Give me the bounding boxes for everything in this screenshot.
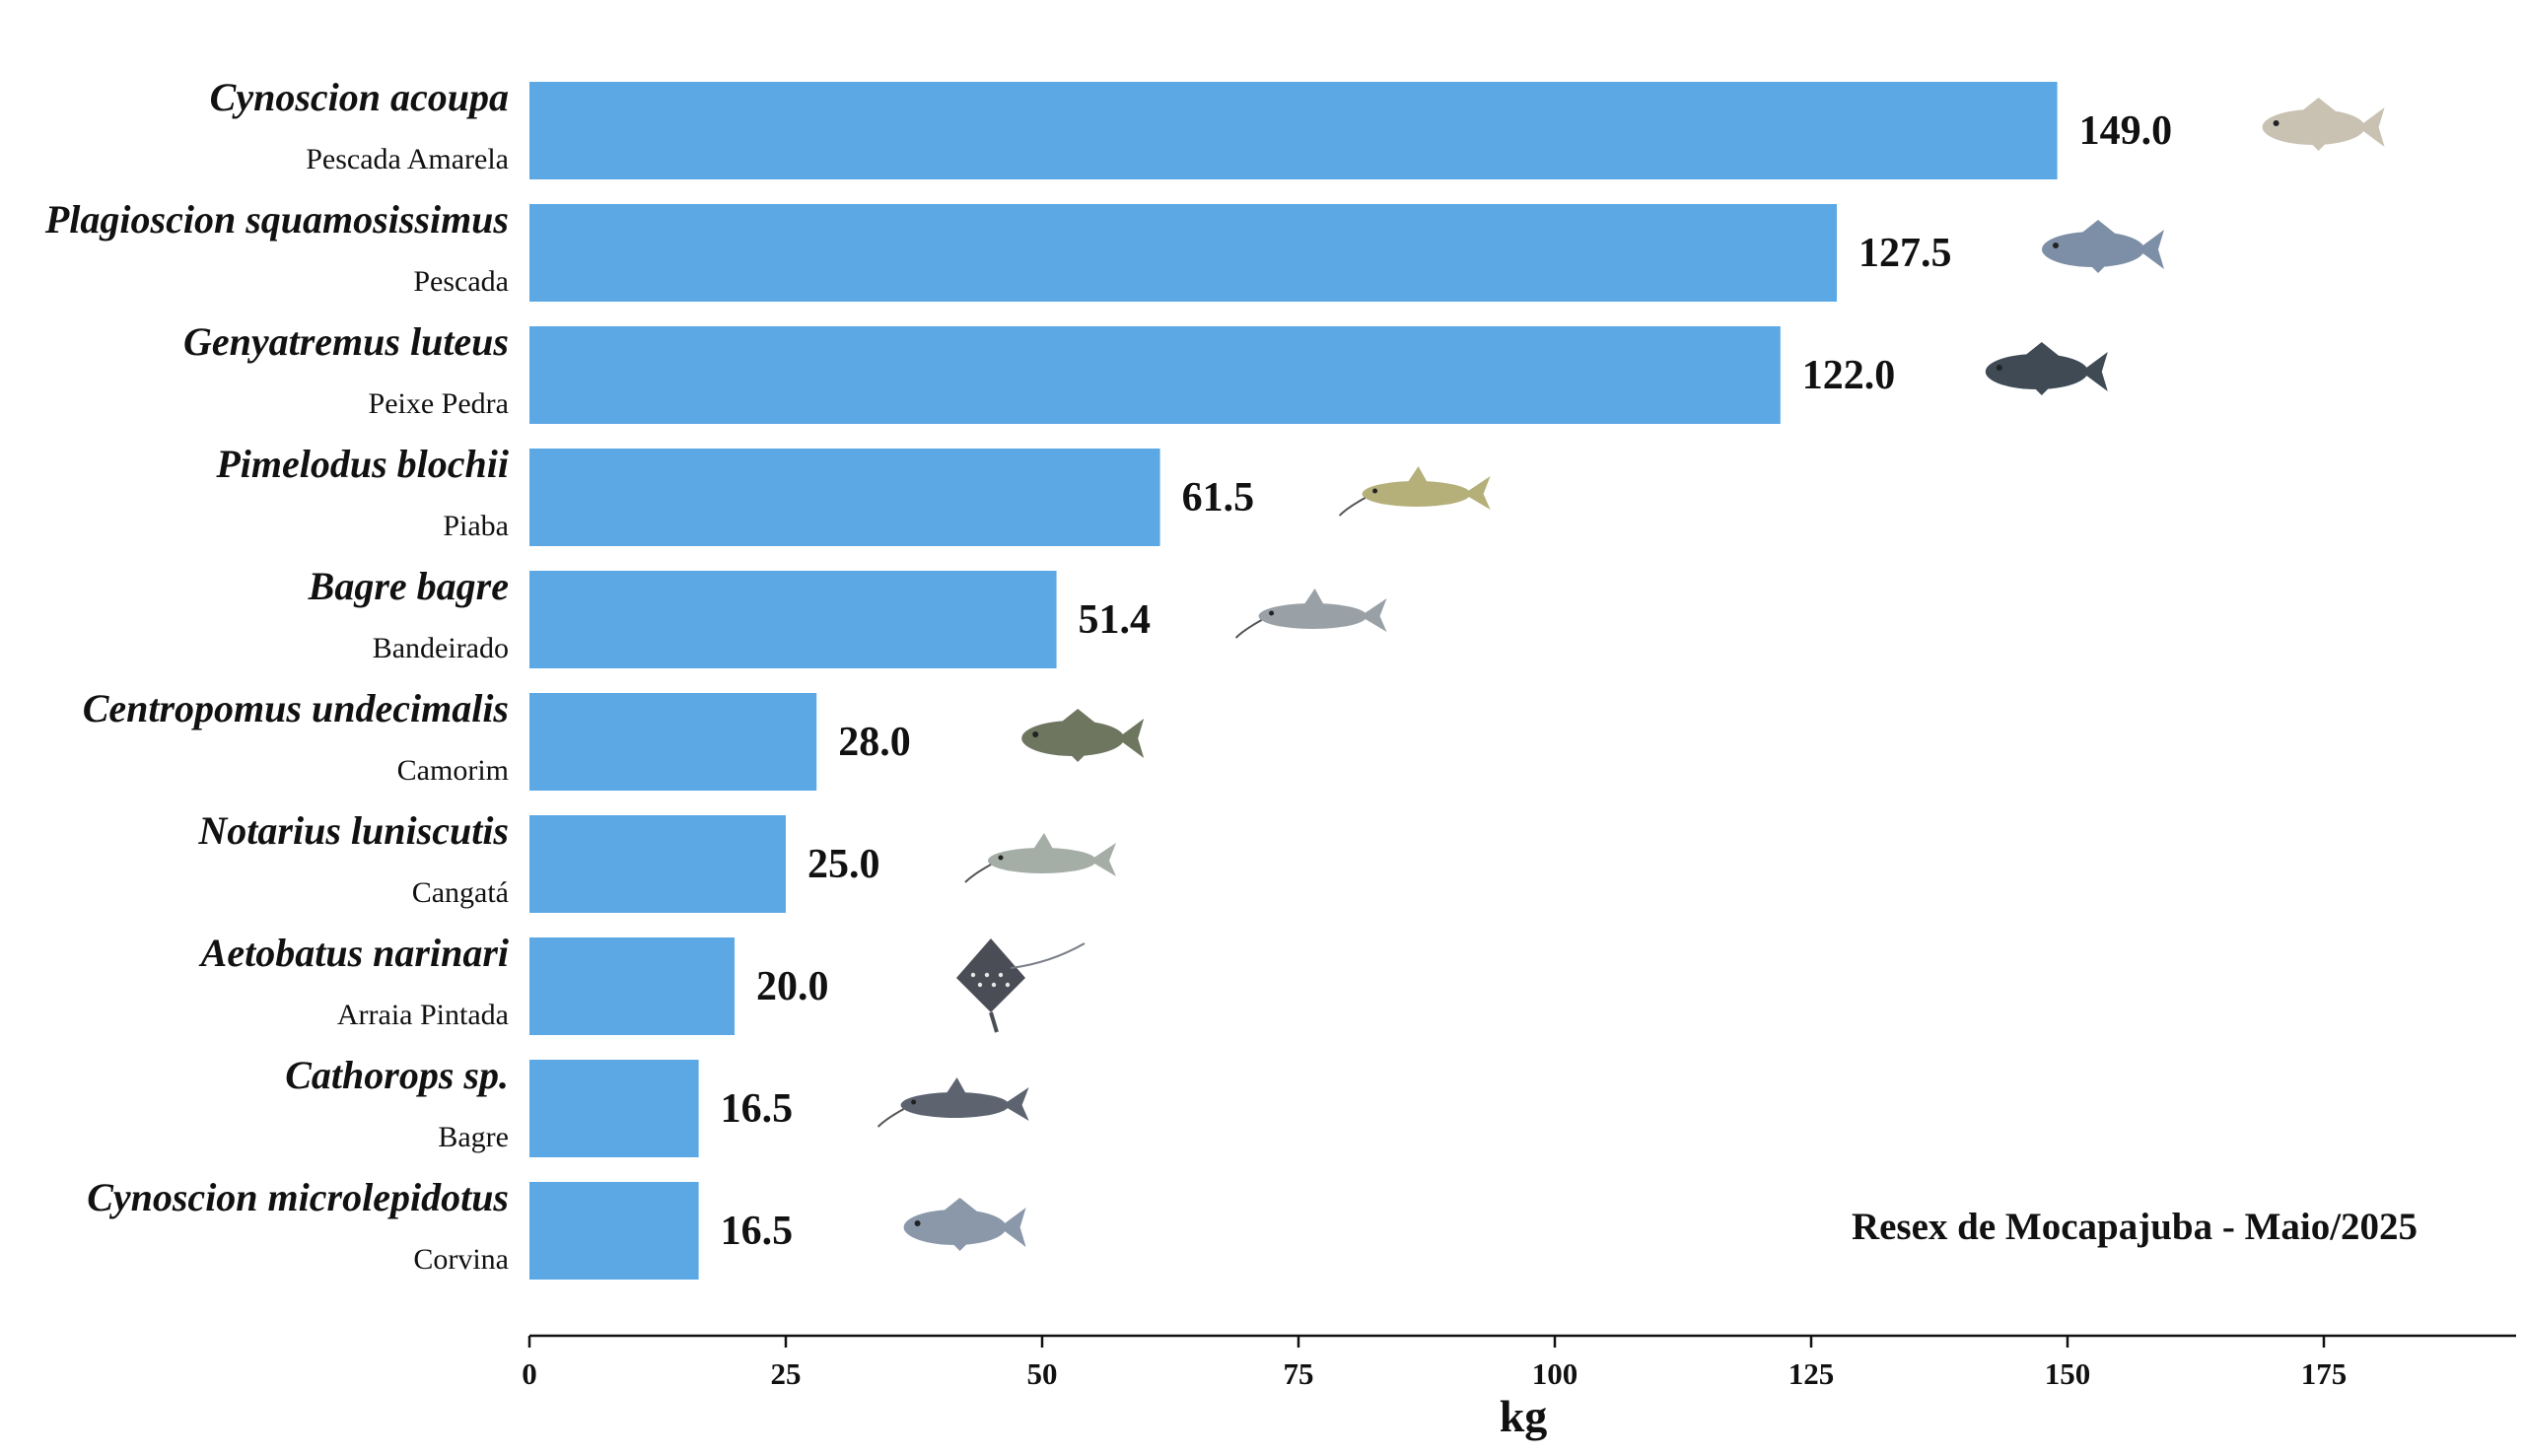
- data-label: 20.0: [756, 964, 829, 1009]
- category-scientific-name: Pimelodus blochii: [215, 442, 509, 486]
- x-tick-label: 100: [1532, 1356, 1578, 1391]
- bar: [529, 1060, 699, 1157]
- catfish-icon: [964, 833, 1116, 883]
- x-tick-label: 50: [1027, 1356, 1058, 1391]
- category-scientific-name: Aetobatus narinari: [198, 931, 509, 975]
- x-tick-label: 25: [771, 1356, 802, 1391]
- x-tick-label: 125: [1788, 1356, 1835, 1391]
- chart-annotation: Resex de Mocapajuba - Maio/2025: [1852, 1206, 2418, 1248]
- x-axis-label: kg: [1500, 1391, 1548, 1441]
- category-labels: Cynoscion acoupa Pescada Amarela Plagiosci…: [44, 75, 509, 1276]
- bar: [529, 204, 1837, 302]
- category-common-name: Pescada Amarela: [306, 143, 509, 175]
- data-label: 122.0: [1802, 353, 1896, 398]
- category-scientific-name: Bagre bagre: [308, 564, 509, 608]
- x-tick-label: 175: [2301, 1356, 2348, 1391]
- data-label: 25.0: [807, 842, 880, 887]
- data-label: 16.5: [721, 1209, 794, 1254]
- category-scientific-name: Cynoscion acoupa: [210, 75, 509, 119]
- bar: [529, 815, 786, 913]
- data-label: 127.5: [1858, 231, 1952, 276]
- catfish-icon: [876, 1077, 1029, 1128]
- bar: [529, 693, 817, 791]
- category-common-name: Peixe Pedra: [369, 387, 509, 420]
- fish-icon: [2042, 220, 2164, 273]
- category-common-name: Corvina: [413, 1243, 509, 1276]
- value-labels: 149.0 127.5 122.0 61.5 51.4 28.0 25.0 20.0 16.5 1…: [721, 108, 2173, 1254]
- catfish-icon: [1338, 466, 1491, 517]
- fish-icon: [2262, 98, 2385, 151]
- category-scientific-name: Centropomus undecimalis: [83, 686, 509, 730]
- category-common-name: Arraia Pintada: [337, 999, 509, 1031]
- category-scientific-name: Notarius luniscutis: [197, 808, 509, 853]
- fish-icon: [1021, 709, 1145, 762]
- category-common-name: Piaba: [443, 510, 509, 542]
- data-label: 51.4: [1079, 597, 1152, 643]
- bar: [529, 82, 2058, 179]
- fish-icon: [1985, 342, 2108, 395]
- bars-layer: [529, 82, 2058, 1280]
- category-common-name: Bagre: [438, 1121, 509, 1153]
- category-common-name: Camorim: [397, 754, 509, 787]
- fish-icon: [903, 1198, 1026, 1251]
- category-common-name: Cangatá: [412, 876, 509, 909]
- category-scientific-name: Genyatremus luteus: [183, 319, 509, 364]
- x-tick-label: 75: [1284, 1356, 1314, 1391]
- category-scientific-name: Cynoscion microlepidotus: [87, 1175, 509, 1219]
- bar: [529, 449, 1160, 546]
- data-label: 61.5: [1182, 475, 1255, 520]
- x-axis: 0 25 50 75 100 125 150 175: [522, 1334, 2516, 1391]
- category-common-name: Bandeirado: [373, 632, 509, 664]
- bar: [529, 1182, 699, 1280]
- category-scientific-name: Plagioscion squamosissimus: [44, 197, 509, 242]
- ray-icon: [956, 938, 1086, 1033]
- data-label: 149.0: [2079, 108, 2173, 154]
- bar: [529, 326, 1781, 424]
- category-scientific-name: Cathorops sp.: [285, 1053, 509, 1097]
- x-tick-label: 0: [522, 1356, 537, 1391]
- category-common-name: Pescada: [413, 265, 509, 298]
- data-label: 16.5: [721, 1086, 794, 1132]
- species-icons: [876, 98, 2385, 1251]
- catfish-icon: [1234, 589, 1387, 639]
- x-tick-label: 150: [2045, 1356, 2091, 1391]
- bar: [529, 571, 1057, 668]
- bar: [529, 937, 735, 1035]
- data-label: 28.0: [838, 720, 911, 765]
